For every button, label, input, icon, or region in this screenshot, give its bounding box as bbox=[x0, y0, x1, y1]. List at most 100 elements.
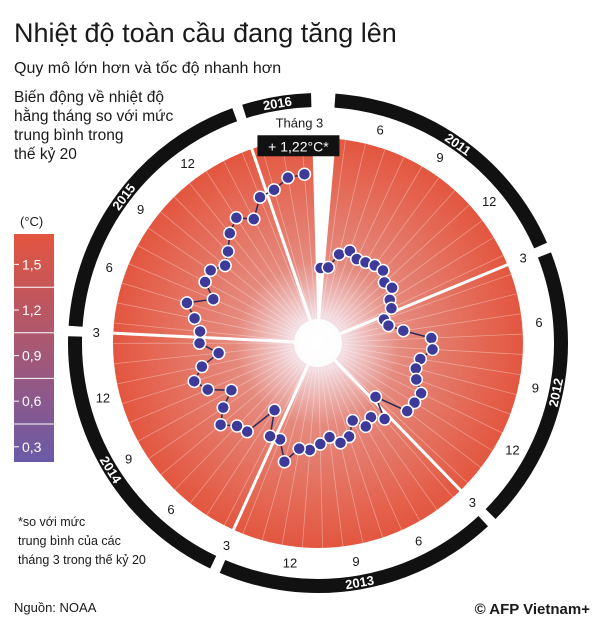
temperature-point bbox=[224, 383, 239, 397]
month-spoke bbox=[206, 364, 305, 516]
month-spoke bbox=[121, 282, 294, 336]
temperature-point bbox=[206, 292, 221, 306]
temperature-point bbox=[313, 437, 328, 451]
colorbar-unit: (°C) bbox=[20, 214, 43, 229]
temperature-point bbox=[267, 403, 282, 417]
description: thế kỷ 20 bbox=[14, 146, 77, 163]
month-spoke bbox=[334, 362, 454, 498]
month-label: 9 bbox=[352, 554, 359, 569]
year-separator bbox=[250, 147, 312, 321]
month-spoke bbox=[342, 273, 512, 335]
temperature-point bbox=[385, 281, 399, 295]
month-spoke bbox=[341, 255, 504, 333]
temperature-point bbox=[368, 390, 383, 404]
temperature-point bbox=[211, 346, 226, 360]
source: Nguồn: NOAA bbox=[14, 600, 97, 615]
month-spoke bbox=[323, 368, 364, 544]
month-label: 12 bbox=[505, 443, 519, 458]
temperature-point bbox=[359, 419, 373, 434]
temperature-point bbox=[333, 436, 348, 450]
temperature-point bbox=[321, 260, 335, 275]
year-separator bbox=[231, 364, 310, 532]
month-spoke bbox=[301, 368, 317, 548]
temperature-point bbox=[198, 275, 212, 289]
temperature-point bbox=[218, 258, 232, 273]
temperature-point bbox=[193, 324, 207, 339]
temperature-point bbox=[195, 359, 209, 374]
month-spoke bbox=[223, 365, 307, 526]
month-spoke bbox=[148, 227, 297, 329]
subtitle: Quy mô lớn hơn và tốc độ nhanh hơn bbox=[14, 60, 281, 77]
month-spoke bbox=[335, 190, 456, 324]
callout-text: + 1,22°C* bbox=[268, 138, 329, 154]
month-spoke bbox=[318, 368, 324, 548]
temperature-point bbox=[384, 301, 399, 316]
temperature-point bbox=[223, 226, 237, 241]
month-spoke bbox=[338, 220, 483, 328]
temperature-point bbox=[345, 413, 360, 428]
temperature-point bbox=[396, 323, 411, 338]
month-label: 6 bbox=[415, 533, 422, 548]
colorbar-tick-label: 0,3 bbox=[22, 439, 42, 455]
temperature-point bbox=[376, 263, 390, 278]
temperature-point bbox=[400, 404, 414, 418]
month-label: 3 bbox=[469, 495, 476, 510]
month-spoke bbox=[328, 156, 405, 320]
month-spoke bbox=[332, 363, 438, 511]
description: trung bình trong bbox=[14, 127, 123, 144]
month-label: 9 bbox=[532, 381, 539, 396]
colorbar-tick-label: 0,6 bbox=[22, 393, 42, 409]
month-spoke bbox=[340, 237, 494, 330]
month-spoke bbox=[330, 365, 421, 522]
month-spoke bbox=[114, 345, 293, 365]
month-label: 12 bbox=[180, 156, 194, 171]
temperature-point bbox=[277, 454, 292, 469]
temperature-point bbox=[192, 336, 207, 350]
month-spoke bbox=[336, 204, 470, 326]
temperature-point bbox=[424, 331, 439, 345]
month-spoke bbox=[343, 313, 521, 340]
temperature-point bbox=[240, 424, 254, 439]
month-spoke bbox=[330, 166, 423, 321]
temperature-point bbox=[180, 296, 194, 310]
temperature-point bbox=[425, 342, 440, 357]
temperature-point bbox=[201, 382, 215, 397]
colorbar-tick-label: 1,5 bbox=[22, 256, 42, 272]
month-spoke bbox=[122, 350, 294, 405]
temperature-point bbox=[230, 419, 244, 433]
description: Biến động về nhiệt độ bbox=[14, 89, 164, 106]
footnote: *so với mức bbox=[18, 515, 85, 529]
temperature-point bbox=[377, 412, 392, 426]
colorbar-tick-label: 1,2 bbox=[22, 302, 42, 318]
month-label: 9 bbox=[125, 451, 132, 466]
temperature-point bbox=[407, 395, 422, 410]
month-spoke bbox=[343, 349, 517, 396]
month-spoke bbox=[174, 196, 301, 325]
month-spoke bbox=[325, 367, 384, 538]
temperature-point bbox=[229, 211, 244, 225]
center-hole bbox=[294, 319, 342, 367]
month-label: 3 bbox=[223, 538, 230, 553]
month-label: 3 bbox=[520, 251, 527, 266]
year-ring bbox=[334, 93, 548, 249]
month-label: 6 bbox=[106, 260, 113, 275]
month-spoke bbox=[343, 293, 518, 338]
month-spoke bbox=[343, 346, 521, 376]
gap-wedge bbox=[312, 136, 337, 343]
month-label: 6 bbox=[377, 122, 384, 137]
month-label: 9 bbox=[436, 150, 443, 165]
month-spoke bbox=[328, 366, 403, 531]
temperature-point bbox=[247, 212, 261, 226]
credit: © AFP Vietnam+ bbox=[475, 601, 591, 618]
month-spoke bbox=[323, 143, 366, 318]
month-spoke bbox=[241, 152, 309, 319]
month-spoke bbox=[205, 171, 305, 322]
month-spoke bbox=[336, 360, 468, 484]
month-spoke bbox=[116, 302, 293, 339]
temperature-point bbox=[381, 318, 396, 333]
temperature-point bbox=[322, 430, 337, 444]
temperature-point bbox=[187, 311, 202, 326]
month-spoke bbox=[160, 359, 299, 476]
month-label: 9 bbox=[137, 202, 144, 217]
